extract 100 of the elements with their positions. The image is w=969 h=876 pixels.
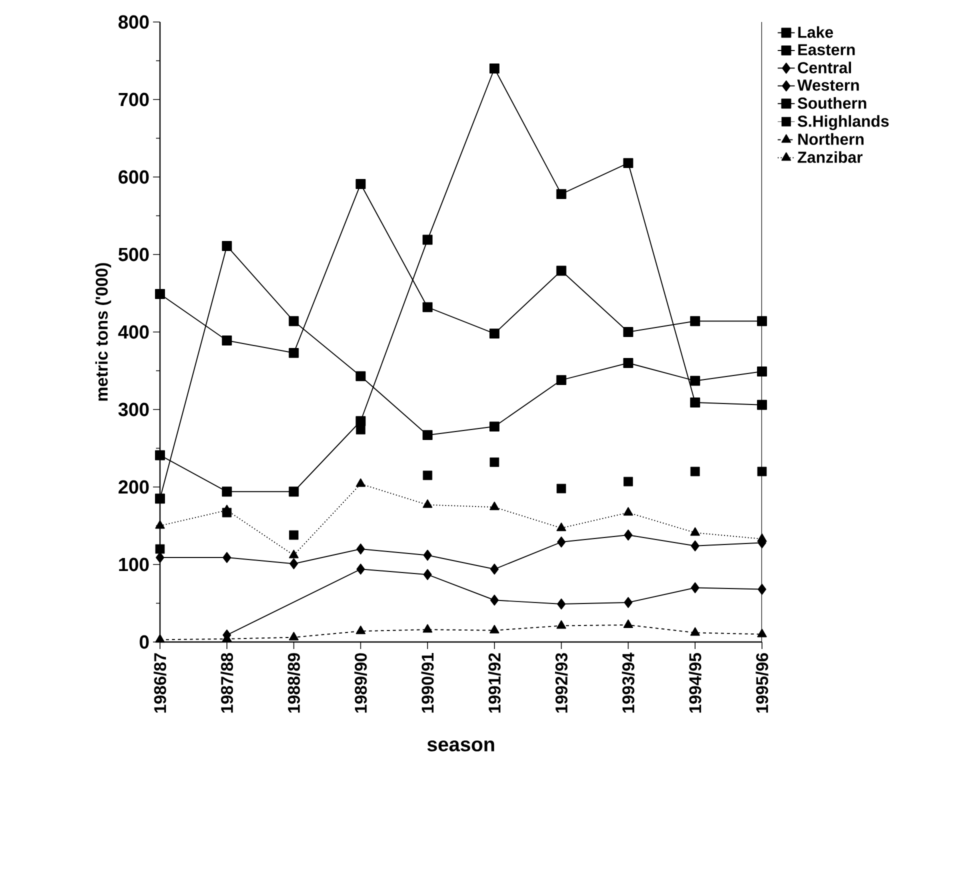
point — [690, 376, 700, 386]
point — [623, 358, 634, 368]
point — [556, 522, 566, 532]
point — [356, 371, 366, 382]
point — [155, 494, 165, 504]
legend-label: S.Highlands — [798, 115, 889, 130]
point — [356, 416, 366, 426]
point — [489, 422, 500, 432]
point — [155, 634, 165, 643]
y-tick-label: 700 — [118, 92, 149, 106]
point — [624, 530, 632, 541]
point — [490, 458, 500, 467]
point — [690, 582, 700, 594]
point — [288, 486, 299, 497]
point — [289, 530, 298, 540]
point — [757, 400, 767, 410]
point — [222, 240, 232, 251]
point — [356, 424, 366, 434]
point — [556, 620, 566, 629]
point — [423, 569, 432, 580]
point — [489, 328, 500, 339]
x-tick-label: 1987/88 — [220, 653, 234, 713]
point — [623, 619, 634, 628]
x-tick-label: 1992/93 — [555, 653, 568, 713]
point — [624, 476, 633, 486]
point — [422, 234, 433, 245]
point — [556, 484, 566, 494]
point — [690, 527, 700, 536]
x-tick-label: 1986/87 — [154, 653, 166, 713]
legend-label: Western — [797, 80, 859, 91]
point — [356, 564, 365, 575]
y-tick-label: 100 — [119, 558, 149, 572]
point — [155, 289, 165, 300]
legend-label: Zanzibar — [798, 151, 863, 163]
y-tick-label: 600 — [118, 170, 149, 184]
legend-label: Eastern — [798, 44, 855, 56]
point — [690, 466, 700, 476]
x-tick-label: 1994/95 — [688, 652, 702, 713]
point — [356, 178, 366, 189]
legend-label: Lake — [798, 26, 833, 38]
point — [288, 348, 299, 358]
y-tick-label: 300 — [118, 402, 149, 416]
point — [556, 189, 566, 200]
point — [290, 558, 298, 570]
point — [489, 64, 500, 74]
point — [222, 552, 232, 564]
point — [422, 624, 432, 633]
point — [690, 398, 700, 408]
point — [490, 502, 500, 510]
y-tick-label: 800 — [118, 15, 149, 29]
point — [757, 366, 767, 377]
point — [557, 536, 566, 548]
point — [222, 336, 232, 346]
point — [556, 375, 566, 386]
point — [757, 466, 767, 476]
y-tick-label: 500 — [118, 248, 149, 262]
point — [222, 504, 232, 514]
y-tick-label: 200 — [118, 480, 149, 494]
point — [422, 470, 432, 480]
point — [557, 598, 566, 610]
point — [490, 564, 499, 575]
legend-label: Northern — [798, 133, 864, 145]
point — [490, 624, 500, 634]
point — [757, 316, 767, 326]
point — [288, 632, 299, 640]
point — [155, 544, 165, 554]
y-tick-label: 400 — [118, 325, 149, 339]
x-tick-label: 1990/91 — [421, 652, 434, 713]
point — [757, 533, 767, 542]
point — [356, 478, 366, 487]
point — [222, 486, 232, 497]
point — [690, 627, 700, 636]
x-axis-title: season — [427, 740, 494, 752]
point — [356, 544, 365, 554]
legend-label: Central — [798, 62, 852, 74]
point — [422, 430, 433, 440]
point — [556, 266, 566, 276]
point — [758, 584, 766, 595]
y-tick-label: 0 — [140, 635, 149, 649]
point — [623, 158, 634, 168]
point — [288, 316, 299, 326]
x-tick-label: 1989/90 — [354, 653, 367, 713]
x-tick-label: 1988/89 — [287, 653, 300, 713]
point — [423, 550, 432, 561]
point — [422, 302, 433, 312]
x-tick-label: 1995/96 — [756, 653, 768, 713]
x-tick-label: 1991/92 — [488, 653, 501, 713]
point — [288, 550, 299, 558]
point — [156, 552, 164, 564]
point — [490, 594, 499, 606]
point — [623, 507, 634, 516]
point — [623, 327, 634, 337]
y-axis-title: metric tons ('000) — [95, 263, 112, 401]
point — [356, 626, 366, 634]
point — [624, 596, 632, 608]
point — [757, 628, 767, 638]
point — [690, 316, 700, 326]
point — [155, 520, 165, 529]
legend-label: Southern — [798, 97, 866, 109]
x-tick-label: 1993/94 — [622, 652, 635, 713]
